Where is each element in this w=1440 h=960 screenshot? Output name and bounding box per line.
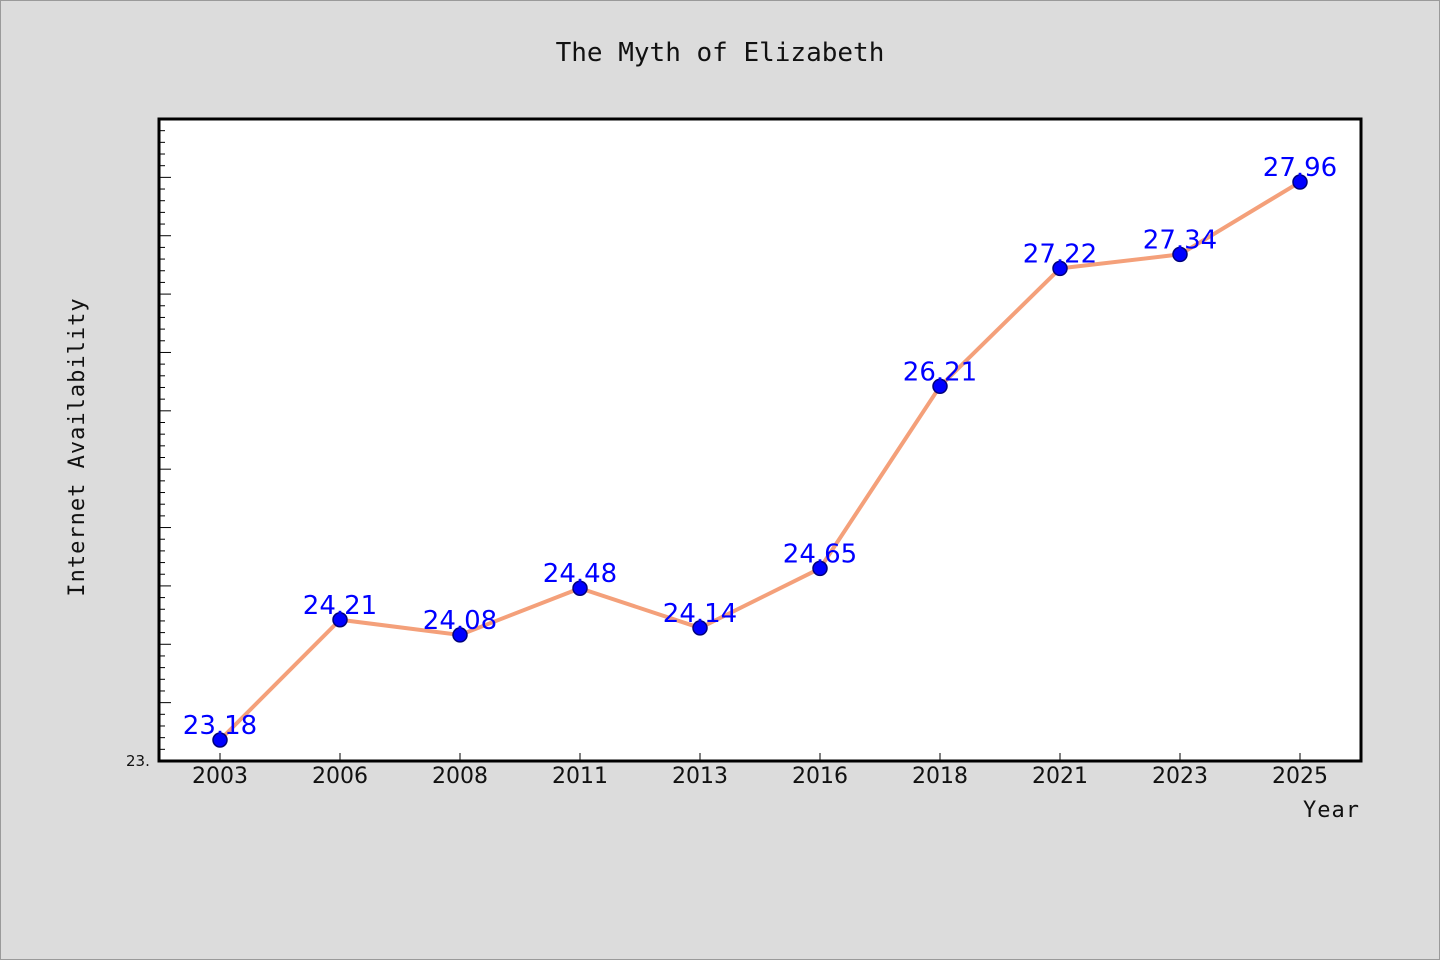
x-tick-label: 2013 [672,764,728,789]
series-points-group [212,174,1308,748]
x-axis-label: Year [1303,798,1360,823]
x-tick-label: 2008 [432,764,488,789]
y-axis-label: Internet Availability [65,297,90,596]
data-label: 24.48 [543,559,617,589]
data-point [572,580,588,596]
series-line [218,180,1302,742]
x-tick-label: 2003 [192,764,248,789]
x-tick-label: 2023 [1152,764,1208,789]
plot-area [157,117,1363,763]
series-line-group [218,180,1302,742]
data-label: 24.21 [303,591,377,621]
data-point [1292,174,1308,190]
x-tick-label: 2018 [912,764,968,789]
data-label: 27.22 [1023,239,1097,269]
x-axis-ticks [219,753,1301,761]
data-point [932,378,948,395]
x-tick-label: 2016 [792,764,848,789]
data-point [812,560,828,577]
data-point [1052,260,1068,277]
data-point [1172,246,1188,263]
data-label: 26.21 [903,357,977,387]
y-tick-label: 23. [126,752,150,770]
x-tick-label: 2021 [1032,764,1088,789]
data-label: 24.65 [783,539,857,569]
data-label: 27.96 [1263,153,1337,183]
data-label: 23.18 [183,711,257,741]
data-point [692,620,708,636]
y-axis-ticks [159,118,171,762]
data-label: 24.08 [423,606,497,636]
chart-title: The Myth of Elizabeth [556,38,885,68]
x-tick-label: 2025 [1272,764,1328,789]
data-label: 24.14 [663,599,737,629]
x-tick-label: 2011 [552,764,608,789]
data-labels-group: 23.18 24.21 24.08 24.48 24.14 24.65 26.21 27.22… [183,153,1337,741]
data-point [452,627,468,643]
data-label: 27.34 [1143,225,1217,255]
x-tick-label: 2006 [312,764,368,789]
data-point [212,732,228,748]
data-point [332,612,348,628]
x-axis-tick-labels: 2003 2006 2008 2011 2013 2016 2018 2021 2023 2025 [192,764,1328,789]
